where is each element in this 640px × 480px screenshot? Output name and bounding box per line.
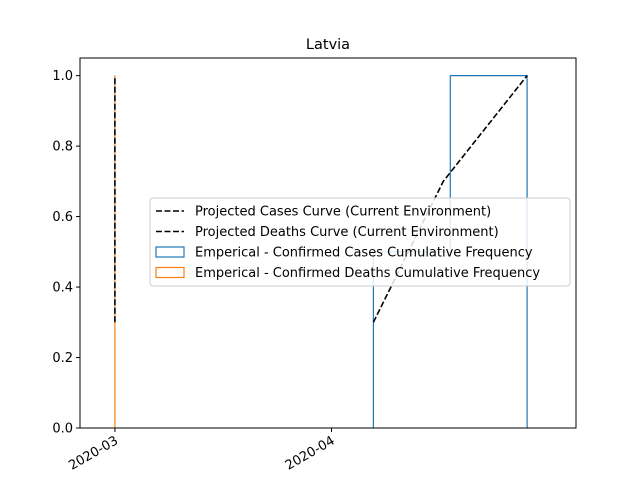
axes-frame [79, 57, 577, 429]
legend: Projected Cases Curve (Current Environme… [149, 197, 571, 287]
legend-entry-label: Projected Cases Curve (Current Environme… [195, 205, 491, 220]
y-axis: 0.0 0.2 0.4 0.6 0.8 1.0 [52, 69, 80, 437]
legend-swatch-box [155, 266, 185, 279]
y-tick-label: 0.0 [52, 422, 73, 437]
y-tick-label: 1.0 [52, 69, 73, 84]
legend-swatch-box [155, 246, 185, 258]
chart-title: Latvia [306, 37, 350, 53]
y-tick-label: 0.6 [52, 210, 73, 225]
y-tick-label: 0.4 [52, 281, 73, 296]
legend-frame [149, 197, 571, 287]
legend-entry-label: Emperical - Confirmed Deaths Cumulative … [195, 266, 540, 281]
legend-entry-label: Emperical - Confirmed Cases Cumulative F… [195, 246, 533, 261]
x-axis: 2020-03 2020-04 [66, 428, 337, 474]
x-tick-label: 2020-03 [66, 433, 121, 473]
y-tick-label: 0.2 [52, 351, 73, 366]
x-tick-label: 2020-04 [283, 433, 338, 473]
y-tick-label: 0.8 [52, 140, 73, 155]
legend-entry-label: Projected Deaths Curve (Current Environm… [195, 225, 499, 240]
